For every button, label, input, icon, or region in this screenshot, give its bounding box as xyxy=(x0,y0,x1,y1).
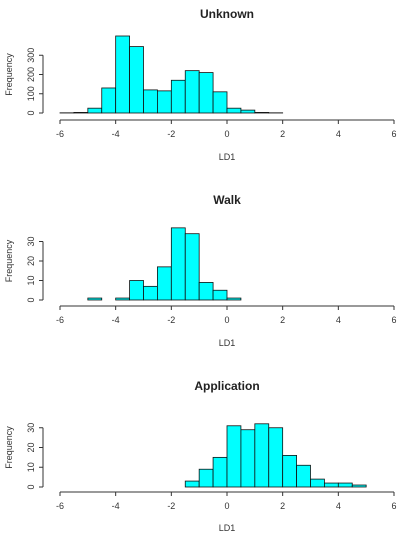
x-tick-label: 0 xyxy=(224,315,229,325)
bar-walk-6 xyxy=(170,227,186,301)
bar-unknown-6 xyxy=(143,89,158,114)
y-tick-label: 20 xyxy=(26,256,36,266)
bar-walk-5 xyxy=(157,266,172,301)
x-tick-label: -6 xyxy=(56,315,64,325)
y-tick-label: 20 xyxy=(26,442,36,452)
bar-unknown-1 xyxy=(73,112,89,114)
bar-unknown-9 xyxy=(184,70,200,114)
x-tick-label: 0 xyxy=(224,129,229,139)
x-tick-label: 2 xyxy=(280,315,285,325)
bar-application-3 xyxy=(226,425,242,488)
x-tick-label: 2 xyxy=(280,129,285,139)
x-tick-label: -4 xyxy=(112,315,120,325)
x-tick-label: 6 xyxy=(391,315,396,325)
histogram-unknown: Unknown -6 -4 -2 0 2 4 6 0 100 200 300 Frequency LD1 xyxy=(4,7,397,162)
y-tick-label: 10 xyxy=(26,462,36,472)
bar-walk-10 xyxy=(226,297,242,301)
bar-application-4 xyxy=(240,429,256,488)
x-axis-label: LD1 xyxy=(219,152,236,162)
x-tick-label: 0 xyxy=(224,501,229,511)
chart-title: Unknown xyxy=(200,7,254,21)
x-tick-label: -4 xyxy=(112,501,120,511)
bar-walk-8 xyxy=(198,282,214,301)
y-tick-label: 30 xyxy=(26,236,36,246)
bar-application-12 xyxy=(351,484,367,488)
bar-application-9 xyxy=(310,478,325,488)
bar-unknown-11 xyxy=(212,91,228,114)
bar-walk-3 xyxy=(129,280,144,301)
x-tick-label: 4 xyxy=(336,315,341,325)
chart-title: Application xyxy=(194,379,259,393)
y-axis-label: Frequency xyxy=(4,53,14,96)
bar-walk-7 xyxy=(184,233,200,301)
bar-unknown-14 xyxy=(254,112,270,114)
x-tick-label: 4 xyxy=(336,129,341,139)
bar-unknown-2 xyxy=(87,107,103,114)
x-tick-label: -2 xyxy=(167,129,175,139)
y-tick-label: 0 xyxy=(26,297,36,302)
x-tick-label: -2 xyxy=(167,501,175,511)
bar-application-1 xyxy=(198,468,214,488)
bar-walk-4 xyxy=(143,285,158,301)
bar-unknown-4 xyxy=(115,35,130,114)
bar-unknown-10 xyxy=(198,72,214,114)
bar-application-10 xyxy=(324,482,339,488)
x-tick-label: -6 xyxy=(56,501,64,511)
x-tick-label: 2 xyxy=(280,501,285,511)
histogram-walk: Walk -6 -4 -2 0 2 4 6 0 10 20 30 Frequency LD1 xyxy=(4,193,397,348)
y-tick-label: 30 xyxy=(26,423,36,433)
x-tick-label: -6 xyxy=(56,129,64,139)
bar-walk-0 xyxy=(87,297,103,301)
bar-application-7 xyxy=(282,454,297,488)
x-tick-label: 4 xyxy=(336,501,341,511)
bar-unknown-7 xyxy=(157,90,172,114)
y-tick-label: 100 xyxy=(26,86,36,101)
x-tick-label: -2 xyxy=(167,315,175,325)
histogram-application: Application -6 -4 -2 0 2 4 6 0 10 20 30 Frequency LD1 xyxy=(4,379,397,533)
y-tick-label: 10 xyxy=(26,275,36,285)
x-axis-label: LD1 xyxy=(219,338,236,348)
bar-application-5 xyxy=(254,423,270,488)
bar-application-8 xyxy=(296,464,311,488)
bar-walk-9 xyxy=(212,289,228,301)
y-axis-label: Frequency xyxy=(4,239,14,282)
x-tick-label: 6 xyxy=(391,129,396,139)
chart-title: Walk xyxy=(213,193,241,207)
bar-application-6 xyxy=(268,427,284,488)
bar-unknown-3 xyxy=(101,87,117,114)
bar-application-11 xyxy=(337,482,353,488)
y-tick-label: 0 xyxy=(26,110,36,115)
bar-application-2 xyxy=(212,456,228,488)
bar-unknown-8 xyxy=(170,79,186,114)
bar-unknown-13 xyxy=(240,109,256,114)
bar-unknown-5 xyxy=(129,46,144,114)
x-tick-label: 6 xyxy=(391,501,396,511)
y-tick-label: 200 xyxy=(26,67,36,82)
y-tick-label: 300 xyxy=(26,48,36,63)
x-tick-label: -4 xyxy=(112,129,120,139)
bar-application-0 xyxy=(184,480,200,488)
y-tick-label: 0 xyxy=(26,484,36,489)
x-axis-label: LD1 xyxy=(219,523,236,533)
bar-unknown-12 xyxy=(226,107,242,114)
bar-walk-2 xyxy=(115,297,130,301)
y-axis-label: Frequency xyxy=(4,426,14,469)
